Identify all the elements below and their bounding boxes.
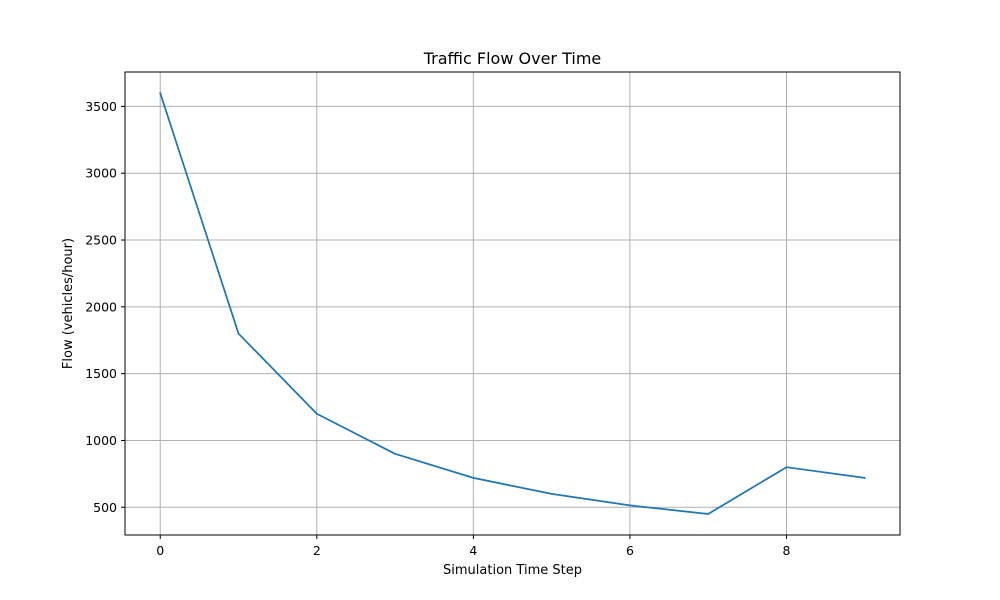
- y-tick-label: 1000: [85, 433, 117, 448]
- series-line: [159, 91, 866, 515]
- x-tick-label: 2: [313, 543, 321, 558]
- y-tick-label: 500: [93, 500, 117, 515]
- y-tick-label: 3000: [85, 166, 117, 181]
- axis-ticks: 0 2 4 6 8 500 1000 1500 2000 2500 3000 3500: [85, 99, 790, 558]
- x-tick-label: 8: [783, 543, 791, 558]
- chart-title: Traffic Flow Over Time: [423, 49, 602, 68]
- y-tick-label: 2000: [85, 299, 117, 314]
- y-tick-label: 2500: [85, 233, 117, 248]
- plot-frame: [124, 71, 901, 536]
- series-layer: [159, 91, 866, 515]
- y-tick-label: 1500: [85, 366, 117, 381]
- grid-lines: [125, 72, 900, 535]
- y-tick-label: 3500: [85, 99, 117, 114]
- x-tick-label: 6: [626, 543, 634, 558]
- x-axis-title: Simulation Time Step: [443, 563, 582, 578]
- y-axis-title: Flow (vehicles/hour): [61, 238, 76, 369]
- x-tick-label: 4: [469, 543, 477, 558]
- x-tick-label: 0: [156, 543, 164, 558]
